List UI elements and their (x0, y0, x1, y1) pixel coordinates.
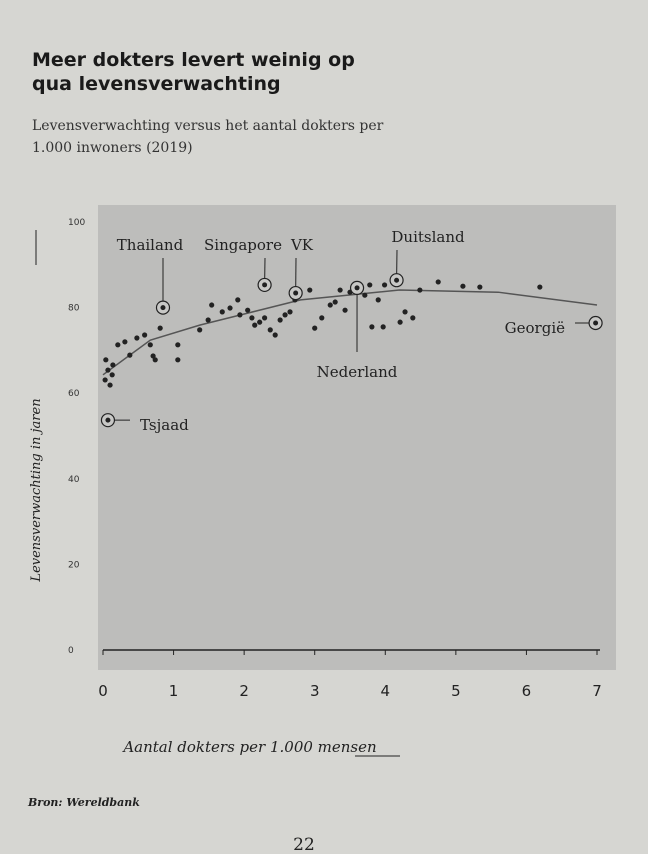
data-point (175, 342, 181, 348)
highlight-dot (105, 417, 111, 423)
data-point (327, 302, 333, 308)
y-axis-label: Levensverwachting in jaren (29, 398, 44, 582)
data-point (110, 362, 116, 368)
data-point (307, 287, 313, 293)
data-point (109, 372, 115, 378)
data-point (103, 357, 109, 363)
y-tick-label: 20 (68, 560, 80, 570)
data-point (152, 357, 158, 363)
highlight-dot (160, 305, 166, 311)
x-tick-label: 4 (381, 682, 391, 700)
data-point (332, 299, 338, 305)
x-tick-label: 2 (239, 682, 249, 700)
highlight-label: Tsjaad (140, 416, 189, 434)
source: Bron: Wereldbank (27, 796, 140, 809)
data-point (115, 342, 121, 348)
highlight-label: VK (290, 236, 314, 254)
data-point (435, 279, 441, 285)
data-point (157, 325, 163, 331)
y-tick-label: 80 (68, 304, 80, 314)
data-point (369, 324, 375, 330)
x-axis-label: Aantal dokters per 1.000 mensen (121, 738, 376, 756)
data-point (460, 283, 466, 289)
data-point (102, 377, 108, 383)
data-point (142, 332, 148, 338)
trend-line (102, 289, 598, 376)
highlight-dot (293, 290, 299, 296)
data-point (362, 292, 368, 298)
highlight-label: Singapore (204, 236, 282, 254)
data-point (122, 339, 128, 345)
data-point (209, 302, 215, 308)
data-point (397, 319, 403, 325)
highlight-label: Georgië (505, 319, 565, 337)
data-point (282, 312, 288, 318)
plot-background (98, 205, 616, 670)
data-point (381, 282, 388, 288)
data-point (262, 315, 268, 321)
data-point (197, 327, 203, 333)
highlight-label: Duitsland (391, 228, 465, 246)
data-point (312, 325, 318, 331)
data-point (272, 332, 278, 338)
data-point (237, 312, 243, 318)
highlight-dot (262, 282, 268, 288)
highlight-label: Thailand (117, 236, 184, 254)
data-point (277, 317, 283, 323)
data-point (105, 367, 111, 373)
chart-title: Meer dokters levert weinig op qua levensv… (32, 49, 355, 95)
x-tick-label: 7 (592, 682, 602, 700)
page-number: 22 (293, 835, 315, 854)
data-point (127, 352, 133, 358)
data-point (342, 307, 348, 313)
data-point (245, 307, 251, 313)
data-point (410, 315, 416, 321)
data-point (287, 309, 293, 315)
data-point (249, 315, 255, 321)
x-tick-label: 1 (169, 682, 179, 700)
data-point (337, 287, 343, 293)
data-point (477, 284, 483, 290)
data-point (402, 309, 408, 315)
x-tick-label: 3 (310, 682, 320, 700)
y-tick-label: 60 (68, 389, 80, 399)
data-point (107, 382, 113, 388)
data-point (205, 317, 211, 323)
data-point (252, 322, 258, 328)
data-point (257, 319, 263, 325)
data-point (417, 287, 423, 293)
x-tick-label: 0 (98, 682, 108, 700)
data-point (319, 315, 325, 321)
data-point (380, 324, 386, 330)
y-tick-label: 0 (68, 646, 74, 656)
data-point (235, 297, 241, 303)
y-tick-label: 40 (68, 475, 80, 485)
x-tick-label: 5 (451, 682, 461, 700)
data-point (134, 335, 140, 341)
highlight-dot (354, 285, 360, 291)
highlight-dot (593, 320, 599, 326)
data-point (219, 309, 225, 315)
data-point (147, 342, 153, 348)
data-point (537, 284, 543, 290)
data-point (227, 305, 233, 311)
data-point (175, 357, 181, 363)
data-point (150, 353, 156, 359)
chart-subtitle: Levensverwachting versus het aantal dokt… (32, 118, 384, 156)
data-point (267, 327, 273, 333)
data-point (375, 297, 381, 303)
x-tick-label: 6 (522, 682, 532, 700)
highlight-dot (394, 277, 400, 283)
y-tick-label: 100 (68, 218, 85, 228)
data-point (367, 282, 373, 288)
highlight-label: Nederland (317, 363, 398, 381)
